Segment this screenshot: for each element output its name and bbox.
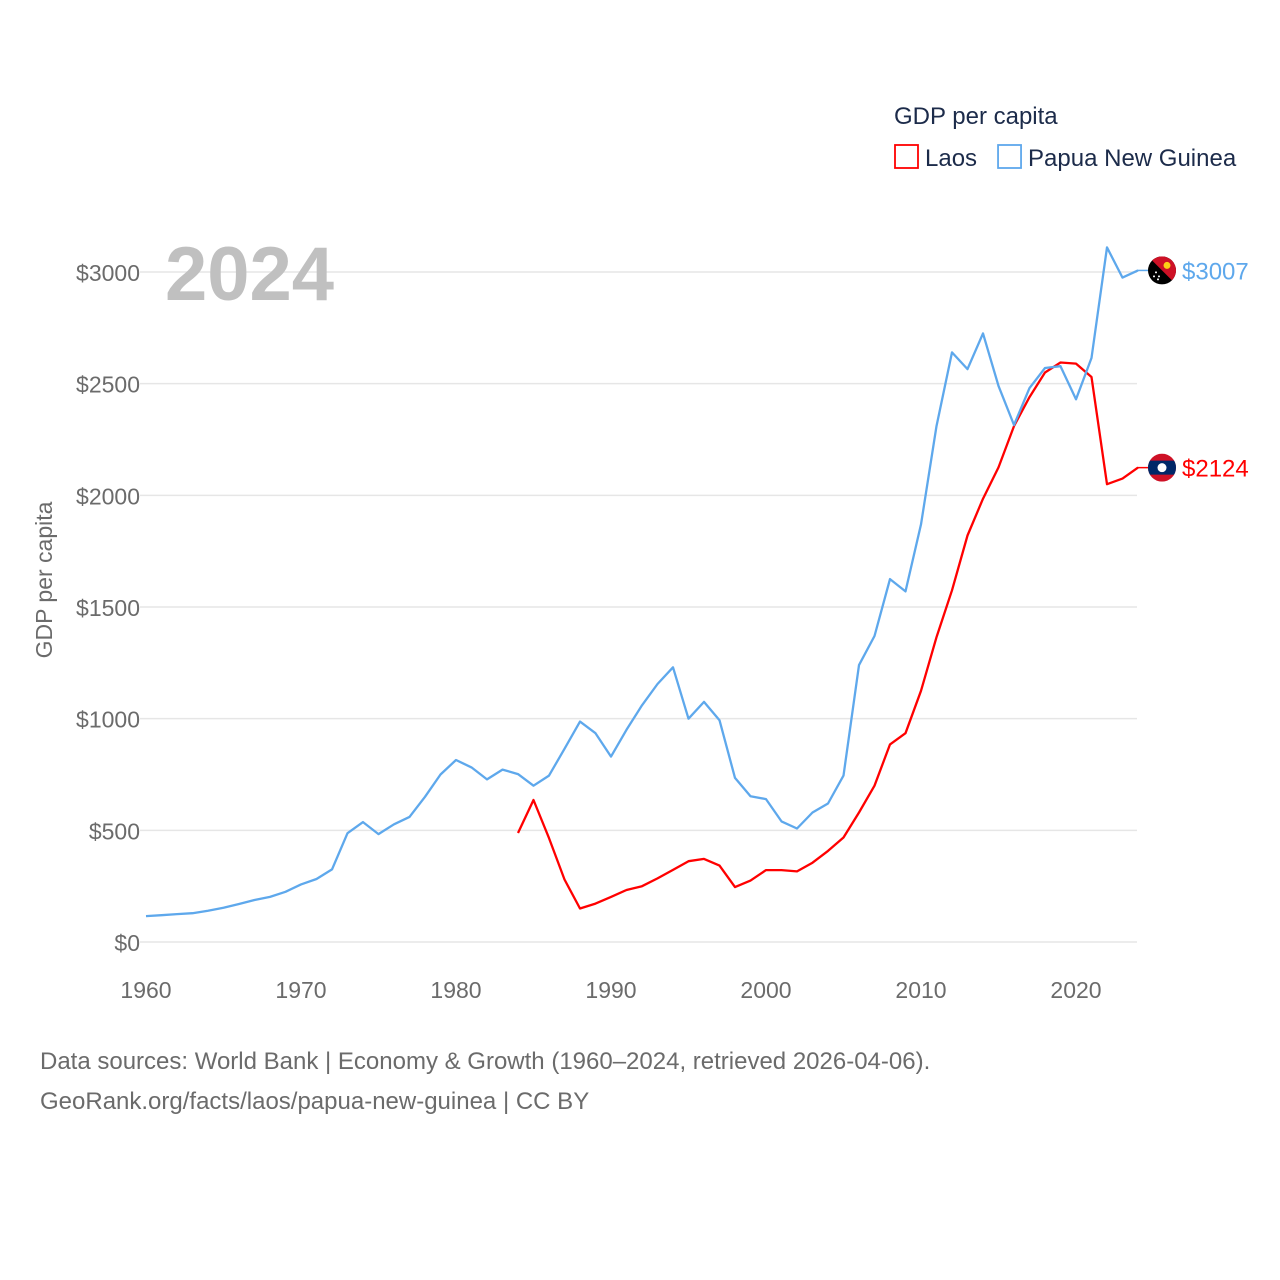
legend-item[interactable]: Laos xyxy=(894,144,977,172)
x-tick-label: 1960 xyxy=(120,977,171,1003)
papua-new-guinea-flag-icon xyxy=(1148,256,1176,285)
legend-title: GDP per capita xyxy=(894,103,1058,130)
flag-body xyxy=(1148,256,1176,285)
data-source-text: Data sources: World Bank | Economy & Gro… xyxy=(40,1048,931,1075)
y-tick-label: $500 xyxy=(89,818,140,844)
x-tick-label: 2000 xyxy=(740,977,791,1003)
end-value-label: $2124 xyxy=(1182,456,1249,483)
legend-swatch xyxy=(997,144,1022,169)
y-tick-label: $1000 xyxy=(76,707,140,733)
legend: GDP per capita Laos Papua New Guinea xyxy=(894,103,1237,172)
legend-item[interactable]: Papua New Guinea xyxy=(997,144,1237,172)
y-axis-label: GDP per capita xyxy=(31,501,57,658)
y-tick-label: $1500 xyxy=(76,595,140,621)
flag-bird xyxy=(1163,261,1171,269)
legend-swatch xyxy=(894,144,919,169)
footer: Data sources: World Bank | Economy & Gro… xyxy=(40,1042,930,1122)
x-tick-label: 1970 xyxy=(275,977,326,1003)
y-tick-label: $0 xyxy=(114,930,140,956)
end-value-label: $3007 xyxy=(1182,258,1249,285)
flag-star xyxy=(1153,275,1155,278)
y-tick-label: $2500 xyxy=(76,372,140,398)
series-line-laos xyxy=(516,361,1139,910)
series-line-papua-new-guinea xyxy=(145,246,1139,918)
x-tick-label: 1980 xyxy=(430,977,481,1003)
x-tick-label: 2010 xyxy=(895,977,946,1003)
flag-star xyxy=(1157,278,1159,281)
year-watermark: 2024 xyxy=(165,232,334,317)
y-tick-label: $3000 xyxy=(76,260,140,286)
x-tick-label: 2020 xyxy=(1050,977,1101,1003)
laos-flag-icon xyxy=(1148,453,1176,482)
x-tick-label: 1990 xyxy=(585,977,636,1003)
legend-label: Laos xyxy=(925,145,977,172)
legend-label: Papua New Guinea xyxy=(1028,145,1237,172)
y-tick-label: $2000 xyxy=(76,483,140,509)
flag-star xyxy=(1155,271,1157,274)
flag-body xyxy=(1148,453,1176,482)
source-link[interactable]: GeoRank.org/facts/laos/papua-new-guinea … xyxy=(40,1088,590,1115)
flag-moon xyxy=(1157,463,1167,473)
flag-star xyxy=(1158,275,1160,278)
